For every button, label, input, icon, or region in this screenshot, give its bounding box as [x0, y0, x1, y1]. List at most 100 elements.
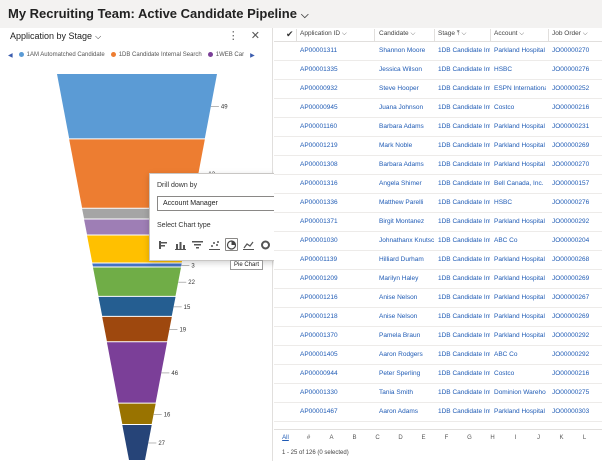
alpha-filter-item[interactable]: D — [398, 434, 403, 441]
table-cell[interactable]: Pamela Braun — [379, 332, 421, 339]
table-cell[interactable]: 1DB Candidate Int — [438, 237, 490, 244]
table-cell[interactable]: Bell Canada, Inc. — [494, 180, 544, 187]
table-cell[interactable]: AP00001405 — [300, 351, 338, 358]
alpha-filter-item[interactable]: J — [537, 434, 540, 441]
table-cell[interactable]: JO00000231 — [552, 123, 590, 130]
table-cell[interactable]: Costco — [494, 370, 515, 377]
table-cell[interactable]: JO00000292 — [552, 351, 590, 358]
funnel-segment[interactable] — [98, 296, 176, 316]
table-row[interactable]: AP00000945 Juana Johnson 1DB Candidate Int… — [274, 99, 602, 118]
legend-item-2[interactable]: 1WEB Car — [207, 52, 244, 59]
table-cell[interactable]: JO00000303 — [552, 408, 590, 415]
table-cell[interactable]: 1DB Candidate Int — [438, 275, 490, 282]
table-cell[interactable]: Parkland Hospital — [494, 256, 545, 263]
funnel-segment[interactable] — [122, 424, 152, 460]
table-cell[interactable]: JO00000204 — [552, 237, 590, 244]
pie-chart-icon[interactable] — [225, 238, 238, 251]
table-cell[interactable]: Aaron Adams — [379, 408, 419, 415]
funnel-segment[interactable] — [92, 263, 182, 267]
table-cell[interactable]: Matthew Parelli — [379, 199, 424, 206]
table-cell[interactable]: JO00000269 — [552, 275, 590, 282]
table-cell[interactable]: Hilliard Durham — [379, 256, 424, 263]
table-cell[interactable]: Mark Noble — [379, 142, 413, 149]
table-cell[interactable]: HSBC — [494, 66, 513, 73]
table-cell[interactable]: JO00000270 — [552, 161, 590, 168]
table-cell[interactable]: 1DB Candidate Int — [438, 313, 490, 320]
table-cell[interactable]: JO00000252 — [552, 85, 590, 92]
scatter-chart-icon[interactable] — [208, 238, 221, 251]
table-cell[interactable]: JO00000267 — [552, 294, 590, 301]
table-cell[interactable]: AP00001335 — [300, 66, 338, 73]
table-cell[interactable]: Peter Sperling — [379, 370, 421, 377]
funnel-segment[interactable] — [57, 74, 217, 139]
table-cell[interactable]: 1DB Candidate Int — [438, 351, 490, 358]
table-cell[interactable]: Tania Smith — [379, 389, 413, 396]
table-row[interactable]: AP00001209 Marilyn Haley 1DB Candidate Int… — [274, 270, 602, 289]
table-cell[interactable]: Parkland Hospital — [494, 332, 545, 339]
line-chart-icon[interactable] — [242, 238, 255, 251]
legend-item-0[interactable]: 1AM Automatched Candidate — [18, 52, 105, 59]
table-cell[interactable]: AP00001209 — [300, 275, 338, 282]
table-row[interactable]: AP00001371 Birgit Montanez 1DB Candidate I… — [274, 213, 602, 232]
table-cell[interactable]: Parkland Hospital — [494, 47, 545, 54]
table-cell[interactable]: AP00001467 — [300, 408, 338, 415]
table-cell[interactable]: JO00000157 — [552, 180, 590, 187]
table-cell[interactable]: Aaron Rodgers — [379, 351, 423, 358]
funnel-chart-icon[interactable] — [191, 238, 204, 251]
table-cell[interactable]: JO00000276 — [552, 199, 590, 206]
table-row[interactable]: AP00001218 Anise Nelson 1DB Candidate Int P… — [274, 308, 602, 327]
table-cell[interactable]: Angela Shimer — [379, 180, 422, 187]
alpha-filter-item[interactable]: G — [467, 434, 472, 441]
table-cell[interactable]: 1DB Candidate Int — [438, 218, 490, 225]
table-row[interactable]: AP00001308 Barbara Adams 1DB Candidate Int… — [274, 156, 602, 175]
table-cell[interactable]: JO00000276 — [552, 66, 590, 73]
table-cell[interactable]: Birgit Montanez — [379, 218, 425, 225]
table-row[interactable]: AP00001316 Angela Shimer 1DB Candidate Int… — [274, 175, 602, 194]
alpha-filter-item[interactable]: F — [444, 434, 449, 441]
table-cell[interactable]: JO00000268 — [552, 256, 590, 263]
alpha-filter-item[interactable]: C — [375, 434, 380, 441]
col-header-candidate[interactable]: Candidate ⌵ — [379, 30, 416, 37]
table-cell[interactable]: ABC Co — [494, 351, 518, 358]
table-cell[interactable]: 1DB Candidate Int — [438, 199, 490, 206]
table-cell[interactable]: 1DB Candidate Int — [438, 104, 490, 111]
table-row[interactable]: AP00001219 Mark Noble 1DB Candidate Int Par… — [274, 137, 602, 156]
funnel-segment[interactable] — [93, 267, 181, 296]
alpha-filter-item[interactable]: L — [582, 434, 587, 441]
table-cell[interactable]: Jessica Wilson — [379, 66, 422, 73]
table-cell[interactable]: Parkland Hospital — [494, 123, 545, 130]
table-cell[interactable]: AP00001330 — [300, 389, 338, 396]
table-cell[interactable]: AP00000932 — [300, 85, 338, 92]
table-cell[interactable]: AP00001139 — [300, 256, 338, 263]
table-row[interactable]: AP00001139 Hilliard Durham 1DB Candidate I… — [274, 251, 602, 270]
alpha-filter-item[interactable]: H — [490, 434, 495, 441]
table-cell[interactable]: 1DB Candidate Int — [438, 370, 490, 377]
table-row[interactable]: AP00001216 Anise Nelson 1DB Candidate Int P… — [274, 289, 602, 308]
chevron-down-icon[interactable]: ⌵ — [300, 10, 309, 21]
table-row[interactable]: AP00001335 Jessica Wilson 1DB Candidate In… — [274, 61, 602, 80]
table-cell[interactable]: AP00001160 — [300, 123, 338, 130]
table-cell[interactable]: 1DB Candidate Int — [438, 161, 490, 168]
table-cell[interactable]: Parkland Hospital — [494, 408, 545, 415]
table-cell[interactable]: AP00001308 — [300, 161, 338, 168]
table-cell[interactable]: Barbara Adams — [379, 161, 424, 168]
table-cell[interactable]: AP00001371 — [300, 218, 338, 225]
table-row[interactable]: AP00001336 Matthew Parelli 1DB Candidate I… — [274, 194, 602, 213]
table-cell[interactable]: ABC Co — [494, 237, 518, 244]
legend-next-icon[interactable]: ▶ — [250, 53, 255, 59]
table-cell[interactable]: JO00000269 — [552, 313, 590, 320]
table-cell[interactable]: HSBC — [494, 199, 513, 206]
bar-chart-icon[interactable] — [157, 238, 170, 251]
table-cell[interactable]: Parkland Hospital — [494, 161, 545, 168]
table-cell[interactable]: Parkland Hospital — [494, 275, 545, 282]
table-cell[interactable]: 1DB Candidate Int — [438, 389, 490, 396]
table-cell[interactable]: Barbara Adams — [379, 123, 424, 130]
view-title[interactable]: My Recruiting Team: Active Candidate Pip… — [8, 6, 309, 21]
table-cell[interactable]: 1DB Candidate Int — [438, 123, 490, 130]
table-cell[interactable]: JO00000269 — [552, 142, 590, 149]
col-header-application-id[interactable]: Application ID ⌵ — [300, 30, 347, 37]
table-cell[interactable]: 1DB Candidate Int — [438, 256, 490, 263]
table-cell[interactable]: 1DB Candidate Int — [438, 294, 490, 301]
table-row[interactable]: AP00000944 Peter Sperling 1DB Candidate In… — [274, 365, 602, 384]
table-row[interactable]: AP00000932 Steve Hooper 1DB Candidate Int E… — [274, 80, 602, 99]
